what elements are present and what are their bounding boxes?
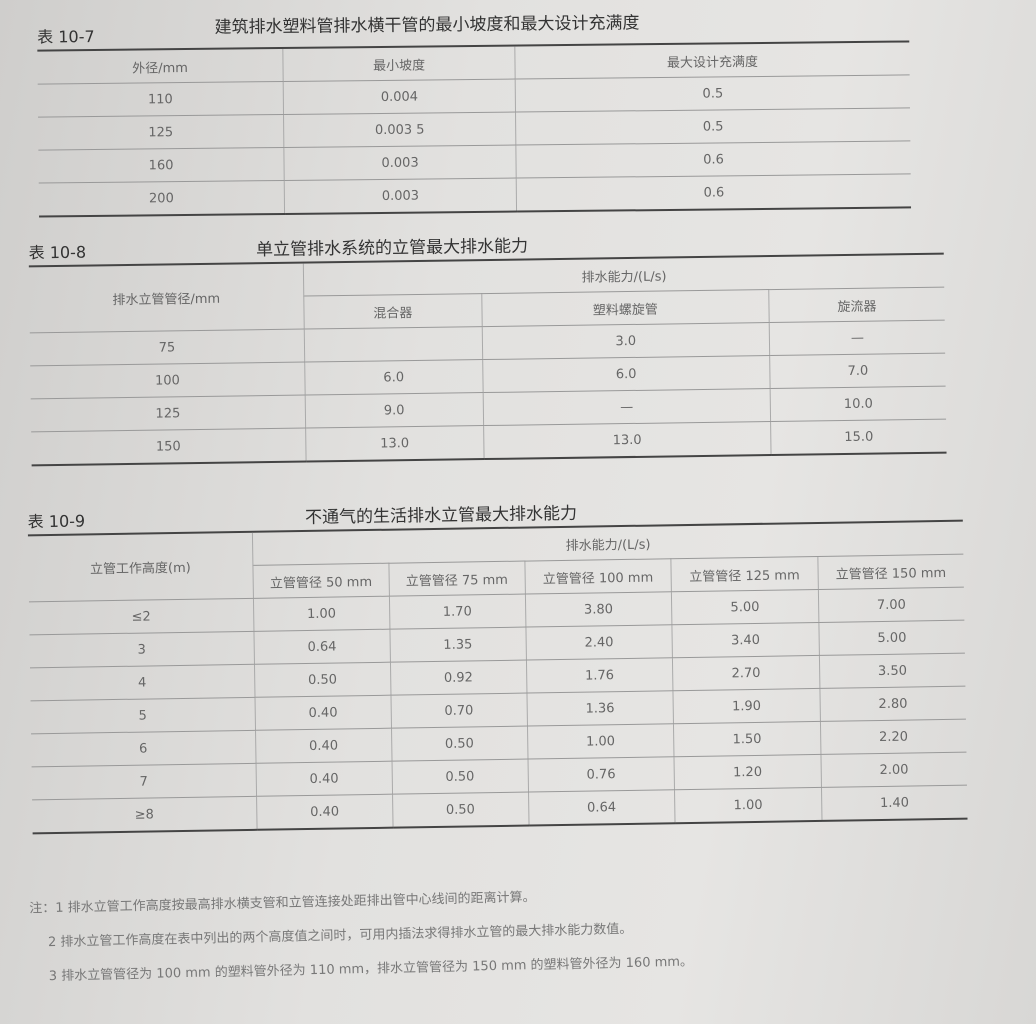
table-cell: 1.00 xyxy=(253,596,390,632)
table-cell: 塑料螺旋管 xyxy=(481,289,770,327)
table-cell: 15.0 xyxy=(770,419,947,456)
table-cell: 0.50 xyxy=(254,662,391,698)
table-cell: 2.20 xyxy=(820,719,967,755)
table-cell: 13.0 xyxy=(483,421,772,460)
table-cell: 150 xyxy=(31,428,307,466)
table-cell: 排水立管管径/mm xyxy=(28,263,305,333)
table-10-8: 表 10-8 单立管排水系统的立管最大排水能力 排水立管管径/mm 排水能力/(L/… xyxy=(28,225,947,467)
table-cell: 1.35 xyxy=(389,627,526,663)
table-cell: 0.003 5 xyxy=(283,112,516,148)
table-cell: 6.0 xyxy=(304,359,483,396)
table-cell: 3 xyxy=(29,631,255,668)
table-cell: 0.40 xyxy=(255,728,392,764)
table-cell: 3.80 xyxy=(524,591,672,628)
table-10-7: 表 10-7 建筑排水塑料管排水横干管的最小坡度和最大设计充满度 外径/mm 最小坡… xyxy=(36,5,912,217)
table-cell: 0.40 xyxy=(255,761,393,797)
table-cell: 5 xyxy=(30,697,256,734)
table-cell: 立管管径 75 mm xyxy=(388,561,525,597)
table-cell: 7 xyxy=(31,763,257,800)
table-cell: 1.00 xyxy=(527,723,675,760)
table-cell: 0.004 xyxy=(283,79,516,115)
table: 外径/mm 最小坡度 最大设计充满度 110 0.004 0.5 125 0.003 5 0.5… xyxy=(37,42,912,217)
table-cell: 立管管径 100 mm xyxy=(524,558,672,595)
table-cell: 200 xyxy=(38,180,285,217)
table-cell: — xyxy=(769,320,946,356)
table-cell: 0.003 xyxy=(283,145,517,181)
table-cell: 0.6 xyxy=(516,173,912,212)
table-cell: 1.90 xyxy=(673,688,821,724)
table-cell: 2.70 xyxy=(672,655,820,691)
table-cell: 125 xyxy=(30,395,306,432)
table-title: 单立管排水系统的立管最大排水能力 xyxy=(255,236,529,261)
table-cell: 0.64 xyxy=(528,789,676,826)
table-cell: 1.70 xyxy=(389,594,526,630)
table-cell: 6.0 xyxy=(482,355,771,393)
table-cell: 10.0 xyxy=(770,386,947,422)
table-cell: 3.50 xyxy=(818,653,966,689)
table-number: 表 10-7 xyxy=(37,26,95,47)
table-cell: 最大设计充满度 xyxy=(514,42,910,80)
table-cell: ≤2 xyxy=(28,598,254,635)
table-cell: 立管工作高度(m) xyxy=(27,532,254,602)
table-title: 建筑排水塑料管排水横干管的最小坡度和最大设计充满度 xyxy=(214,13,640,38)
table-cell: 0.50 xyxy=(391,726,528,762)
table-title: 不通气的生活排水立管最大排水能力 xyxy=(304,503,578,529)
table-cell: 5.00 xyxy=(818,620,965,656)
table-cell: 0.50 xyxy=(391,759,529,795)
table-cell: 0.50 xyxy=(392,792,529,828)
table-cell: 6 xyxy=(31,730,256,767)
table-cell: 0.70 xyxy=(390,693,528,729)
table-cell: 100 xyxy=(30,362,306,399)
table-cell: 1.40 xyxy=(821,785,968,821)
table-cell: 外径/mm xyxy=(37,48,284,85)
table-cell: 5.00 xyxy=(671,589,819,625)
table-cell: 0.6 xyxy=(515,140,911,179)
table-cell: 3.40 xyxy=(671,622,819,658)
table-cell: 13.0 xyxy=(305,425,484,462)
table-10-9: 表 10-9 不通气的生活排水立管最大排水能力 立管工作高度(m) 排水能力/(L/… xyxy=(27,492,968,835)
table-notes: 注：1 排水立管工作高度按最高排水横支管和立管连接处距排出管中心线间的距离计算。… xyxy=(29,878,693,995)
table-cell: 125 xyxy=(38,114,284,151)
table-cell: 2.40 xyxy=(525,624,673,661)
table-cell: 立管管径 125 mm xyxy=(670,556,818,592)
table-number: 表 10-9 xyxy=(27,511,86,532)
table-cell: 立管管径 50 mm xyxy=(252,563,390,599)
table-cell: 旋流器 xyxy=(768,287,945,323)
table-cell: 3.0 xyxy=(481,322,770,360)
table-cell: 4 xyxy=(30,664,255,701)
table-cell: 9.0 xyxy=(305,392,484,429)
table-cell: 0.40 xyxy=(254,695,392,731)
table-cell: 75 xyxy=(29,329,305,366)
table-cell: 2.80 xyxy=(819,686,966,722)
table: 排水立管管径/mm 排水能力/(L/s) 混合器 塑料螺旋管 旋流器 75 3.0—100 6… xyxy=(28,254,947,467)
table-cell xyxy=(304,326,483,363)
table-cell: 7.0 xyxy=(769,353,946,389)
table-cell: 0.64 xyxy=(253,629,391,665)
table-cell: 混合器 xyxy=(303,293,482,330)
table-cell: — xyxy=(482,388,771,426)
table-cell: 0.5 xyxy=(515,107,911,146)
table-cell: 2.00 xyxy=(820,752,967,788)
table-cell: 立管管径 150 mm xyxy=(817,554,964,590)
table-cell: 1.00 xyxy=(674,787,822,824)
table-cell: 7.00 xyxy=(817,587,965,623)
table-cell: 0.76 xyxy=(527,756,675,793)
table-cell: 0.003 xyxy=(284,178,517,214)
table-cell: 1.50 xyxy=(673,721,821,757)
table-cell: 1.20 xyxy=(674,754,822,790)
table: 立管工作高度(m) 排水能力/(L/s) 立管管径 50 mm 立管管径 75 mm 立… xyxy=(27,521,968,835)
table-cell: 0.92 xyxy=(390,660,527,696)
table-cell: 1.36 xyxy=(526,690,674,727)
table-cell: 160 xyxy=(38,147,285,184)
table-cell: 110 xyxy=(37,81,284,118)
table-cell: 最小坡度 xyxy=(282,46,516,82)
table-cell: ≥8 xyxy=(32,796,257,834)
table-cell: 1.76 xyxy=(525,657,674,694)
table-number: 表 10-8 xyxy=(28,242,87,263)
table-cell: 0.40 xyxy=(256,794,393,830)
table-cell: 0.5 xyxy=(515,74,910,113)
